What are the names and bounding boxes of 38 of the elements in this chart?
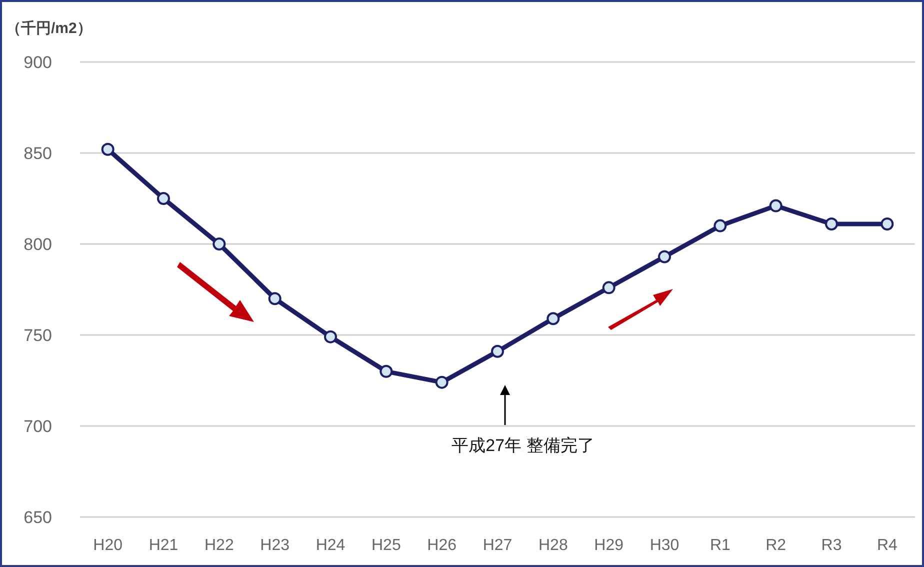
x-tick-label: H21 (148, 537, 178, 554)
x-tick-label: H26 (427, 537, 457, 554)
point (602, 281, 616, 294)
point (880, 217, 894, 230)
point (212, 238, 226, 250)
x-tick-label: H20 (93, 537, 123, 554)
x-tick-label: H23 (260, 537, 290, 554)
x-tick-label: R3 (821, 537, 842, 554)
x-tick-label: R1 (710, 537, 730, 554)
y-tick-label: 700 (24, 417, 52, 436)
point (769, 199, 782, 212)
point (157, 192, 170, 205)
annotation: 平成27年 整備完了 (452, 436, 594, 455)
point (714, 219, 727, 232)
point (380, 364, 393, 378)
point (658, 250, 671, 264)
x-tick-label: H30 (650, 537, 680, 554)
point (324, 330, 337, 344)
x-tick-label: H25 (371, 537, 401, 554)
x-tick-label: R4 (876, 537, 898, 554)
y-tick-label: 650 (24, 508, 52, 527)
y-tick-label: 750 (24, 326, 52, 345)
y-tick-label: 850 (24, 144, 52, 163)
x-tick-label: H28 (538, 537, 568, 554)
point (491, 344, 504, 358)
point (435, 376, 448, 389)
y-tick-label: 800 (24, 235, 52, 254)
y-tick-label: 900 (24, 53, 52, 72)
point (546, 312, 560, 326)
x-tick-label: H24 (316, 537, 346, 554)
point (268, 292, 282, 306)
x-tick-label: H29 (594, 537, 624, 554)
point (825, 217, 838, 230)
x-tick-label: H22 (204, 537, 234, 554)
y-axis-title: （千円/m2） (6, 20, 92, 37)
point (101, 142, 114, 156)
x-tick-label: H27 (482, 537, 512, 554)
x-tick-label: R2 (766, 537, 786, 554)
